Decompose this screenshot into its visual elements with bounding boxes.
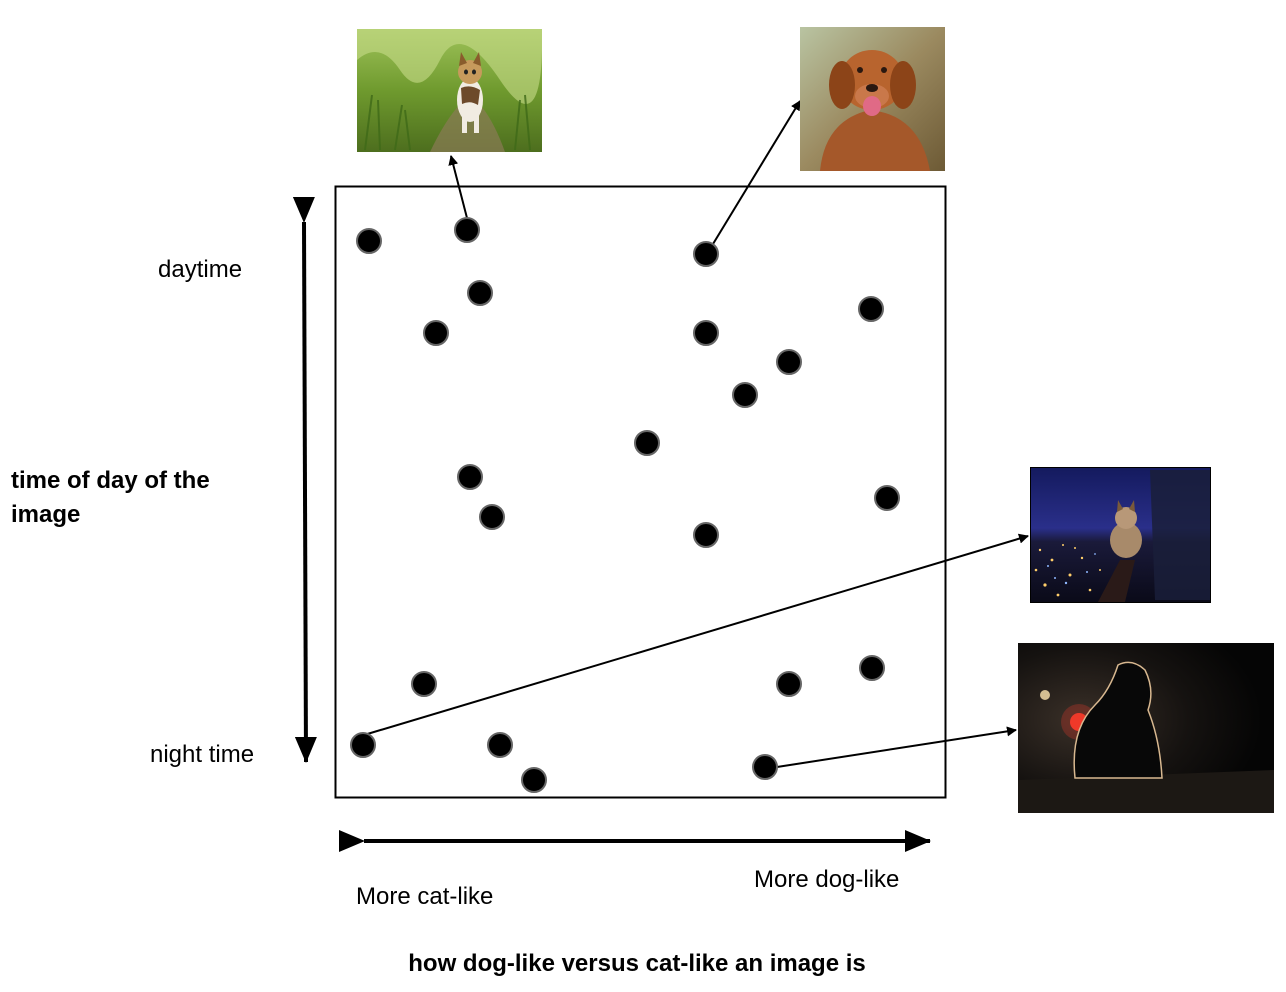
dot xyxy=(858,296,884,322)
dot xyxy=(350,732,376,758)
x-axis-title: how dog-like versus cat-like an image is xyxy=(408,950,866,977)
scatter-dots xyxy=(350,217,900,793)
dot xyxy=(776,671,802,697)
dot xyxy=(693,522,719,548)
dot xyxy=(457,464,483,490)
label-more-cat-like: More cat-like xyxy=(356,883,493,910)
dot xyxy=(356,228,382,254)
dot xyxy=(693,241,719,267)
dot xyxy=(479,504,505,530)
dot xyxy=(732,382,758,408)
dot xyxy=(411,671,437,697)
pointer-cat-night xyxy=(363,533,1029,736)
dot xyxy=(776,349,802,375)
dot xyxy=(752,754,778,780)
pointer-dog-night xyxy=(776,726,1017,768)
y-axis-title-line-1: time of day of the xyxy=(11,467,210,494)
y-axis-title-line-2: image xyxy=(11,501,80,528)
pointer-dog-day xyxy=(712,100,801,245)
dot xyxy=(634,430,660,456)
thumb-dog-daytime xyxy=(800,27,945,171)
plot-frame xyxy=(334,185,947,799)
thumb-dog-night xyxy=(1018,643,1274,813)
dot xyxy=(693,320,719,346)
dot xyxy=(874,485,900,511)
label-more-dog-like: More dog-like xyxy=(754,866,899,893)
dot xyxy=(859,655,885,681)
dot xyxy=(487,732,513,758)
label-night-time: night time xyxy=(150,741,254,768)
dot xyxy=(423,320,449,346)
pointer-cat-day xyxy=(448,155,468,219)
thumb-cat-daytime xyxy=(357,29,542,152)
dot xyxy=(521,767,547,793)
dot xyxy=(467,280,493,306)
dot xyxy=(454,217,480,243)
y-axis-arrow xyxy=(292,196,317,763)
thumb-cat-night xyxy=(1030,467,1211,603)
label-daytime: daytime xyxy=(158,256,242,283)
